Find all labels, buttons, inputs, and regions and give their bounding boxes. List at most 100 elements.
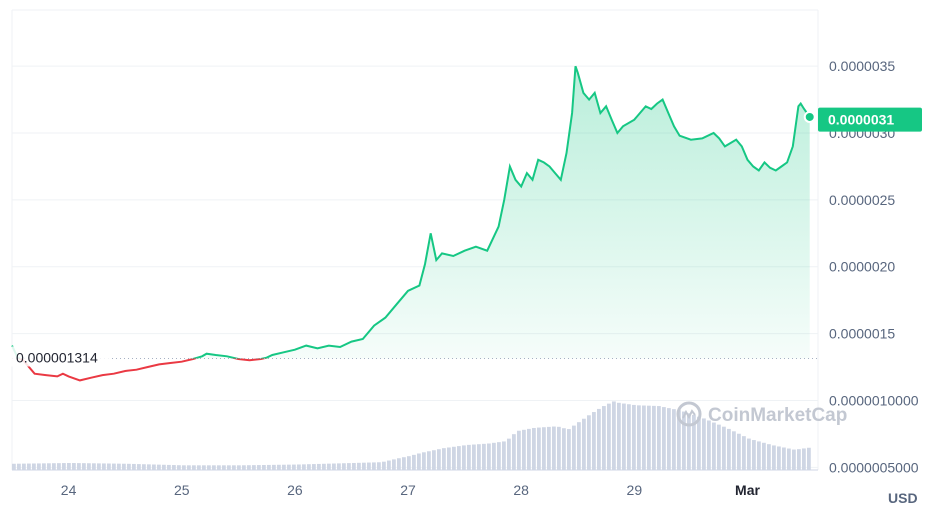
open-price-label: 0.000001314 xyxy=(16,349,98,365)
volume-bar xyxy=(692,414,696,470)
volume-bar xyxy=(157,464,161,470)
volume-bar xyxy=(677,410,681,470)
volume-bar xyxy=(712,422,716,470)
volume-bar xyxy=(82,463,86,470)
volume-bar xyxy=(267,464,271,470)
volume-bar xyxy=(742,436,746,470)
y-axis: 0.00000350.00000300.00000250.00000200.00… xyxy=(829,58,919,475)
y-tick-label: 0.0000015 xyxy=(829,326,895,342)
volume-bar xyxy=(387,460,391,470)
volume-bar xyxy=(322,463,326,470)
volume-bar xyxy=(382,461,386,470)
volume-bar xyxy=(357,462,361,470)
volume-bar xyxy=(52,463,56,470)
volume-bar xyxy=(92,463,96,470)
open-price-label-bg xyxy=(10,346,110,367)
volume-bar xyxy=(372,462,376,470)
last-price-dot xyxy=(803,110,816,123)
volume-bar xyxy=(362,462,366,470)
watermark: CoinMarketCap xyxy=(676,401,847,427)
volume-bar xyxy=(182,465,186,470)
volume-bar xyxy=(177,465,181,470)
volume-bar xyxy=(727,428,731,470)
volume-bar xyxy=(767,444,771,470)
volume-bar xyxy=(572,425,576,470)
volume-bar xyxy=(747,438,751,470)
volume-bar xyxy=(162,464,166,470)
volume-bar xyxy=(237,465,241,470)
volume-bar xyxy=(567,429,571,470)
volume-bar xyxy=(417,453,421,470)
volume-bar xyxy=(422,452,426,470)
volume-bar xyxy=(342,463,346,470)
volume-bar xyxy=(622,403,626,470)
volume-bar xyxy=(737,433,741,470)
volume-bar xyxy=(102,463,106,470)
volume-bar xyxy=(22,463,26,470)
volume-bar xyxy=(497,442,501,470)
volume-bar xyxy=(807,447,811,470)
price-area-fill xyxy=(12,66,810,359)
volume-bar xyxy=(582,418,586,470)
volume-bar xyxy=(112,463,116,470)
volume-bar xyxy=(592,412,596,470)
volume-bar xyxy=(97,463,101,470)
volume-bar xyxy=(707,420,711,470)
volume-bar xyxy=(792,449,796,470)
x-tick-label: 26 xyxy=(287,482,303,498)
volume-bar xyxy=(367,462,371,470)
currency-label: USD xyxy=(888,490,918,506)
volume-bar xyxy=(637,405,641,470)
volume-bar xyxy=(407,456,411,470)
volume-bar xyxy=(477,444,481,470)
volume-bar xyxy=(292,464,296,470)
volume-bar xyxy=(687,413,691,470)
volume-bar xyxy=(617,402,621,470)
volume-bar xyxy=(472,444,476,470)
volume-bar xyxy=(222,465,226,470)
volume-bar xyxy=(657,406,661,470)
volume-bar xyxy=(287,464,291,470)
price-line-below-open xyxy=(16,358,268,382)
volume-bar xyxy=(772,445,776,470)
volume-bar xyxy=(762,442,766,470)
volume-bar xyxy=(377,462,381,470)
volume-bar xyxy=(217,465,221,470)
volume-bar xyxy=(262,464,266,470)
last-price-label-bg xyxy=(818,107,922,132)
volume-bar xyxy=(207,465,211,470)
volume-bar xyxy=(12,463,16,470)
volume-bar xyxy=(247,465,251,470)
volume-bar xyxy=(672,409,676,470)
volume-bar xyxy=(107,463,111,470)
watermark-text: CoinMarketCap xyxy=(708,405,847,426)
volume-bar xyxy=(492,442,496,470)
volume-bar xyxy=(77,463,81,470)
volume-bar xyxy=(642,405,646,470)
volume-bar xyxy=(427,451,431,470)
volume-bar xyxy=(137,464,141,470)
volume-bar xyxy=(152,464,156,470)
volume-bar xyxy=(732,431,736,470)
volume-bar xyxy=(87,463,91,470)
volume-bar xyxy=(787,448,791,470)
volume-bar xyxy=(782,447,786,470)
volume-bar xyxy=(122,463,126,470)
volume-bar xyxy=(317,463,321,470)
volume-bar xyxy=(42,463,46,470)
y-tick-label: 0.0000020 xyxy=(829,259,895,275)
x-tick-label: 25 xyxy=(174,482,190,498)
volume-bar xyxy=(197,465,201,470)
x-tick-label: Mar xyxy=(735,482,760,498)
volume-bar xyxy=(402,457,406,470)
volume-bar xyxy=(302,464,306,470)
volume-bar xyxy=(62,463,66,470)
volume-bar xyxy=(577,422,581,470)
volume-bar xyxy=(32,463,36,470)
volume-bar xyxy=(437,449,441,470)
volume-bar xyxy=(522,429,526,470)
volume-bar xyxy=(72,463,76,470)
volume-bar xyxy=(282,464,286,470)
volume-bar xyxy=(37,463,41,470)
